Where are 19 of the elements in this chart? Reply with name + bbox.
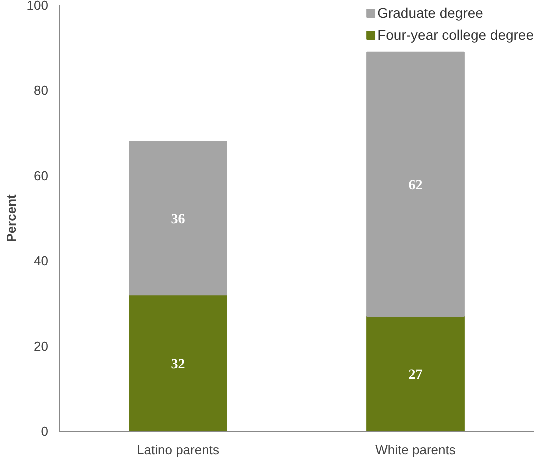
x-tick-label: White parents [376, 442, 456, 458]
data-label: 62 [408, 178, 423, 194]
bar [366, 316, 465, 432]
x-tick-label: Latino parents [137, 442, 220, 458]
y-tick-label: 100 [26, 0, 49, 13]
y-axis-title: Percent [4, 194, 19, 242]
legend-label: Graduate degree [378, 5, 484, 21]
data-label: 36 [171, 212, 186, 228]
bar [366, 52, 465, 317]
y-tick-label: 80 [34, 83, 49, 98]
bar [129, 141, 228, 296]
y-tick-label: 40 [34, 254, 49, 269]
bar [129, 294, 228, 432]
y-tick-label: 20 [34, 338, 49, 354]
y-tick-label: 0 [41, 424, 49, 439]
y-tick-label: 60 [34, 168, 49, 184]
data-label: 27 [408, 368, 423, 383]
legend-label: Four-year college degree [378, 27, 534, 43]
data-label: 32 [171, 357, 186, 372]
